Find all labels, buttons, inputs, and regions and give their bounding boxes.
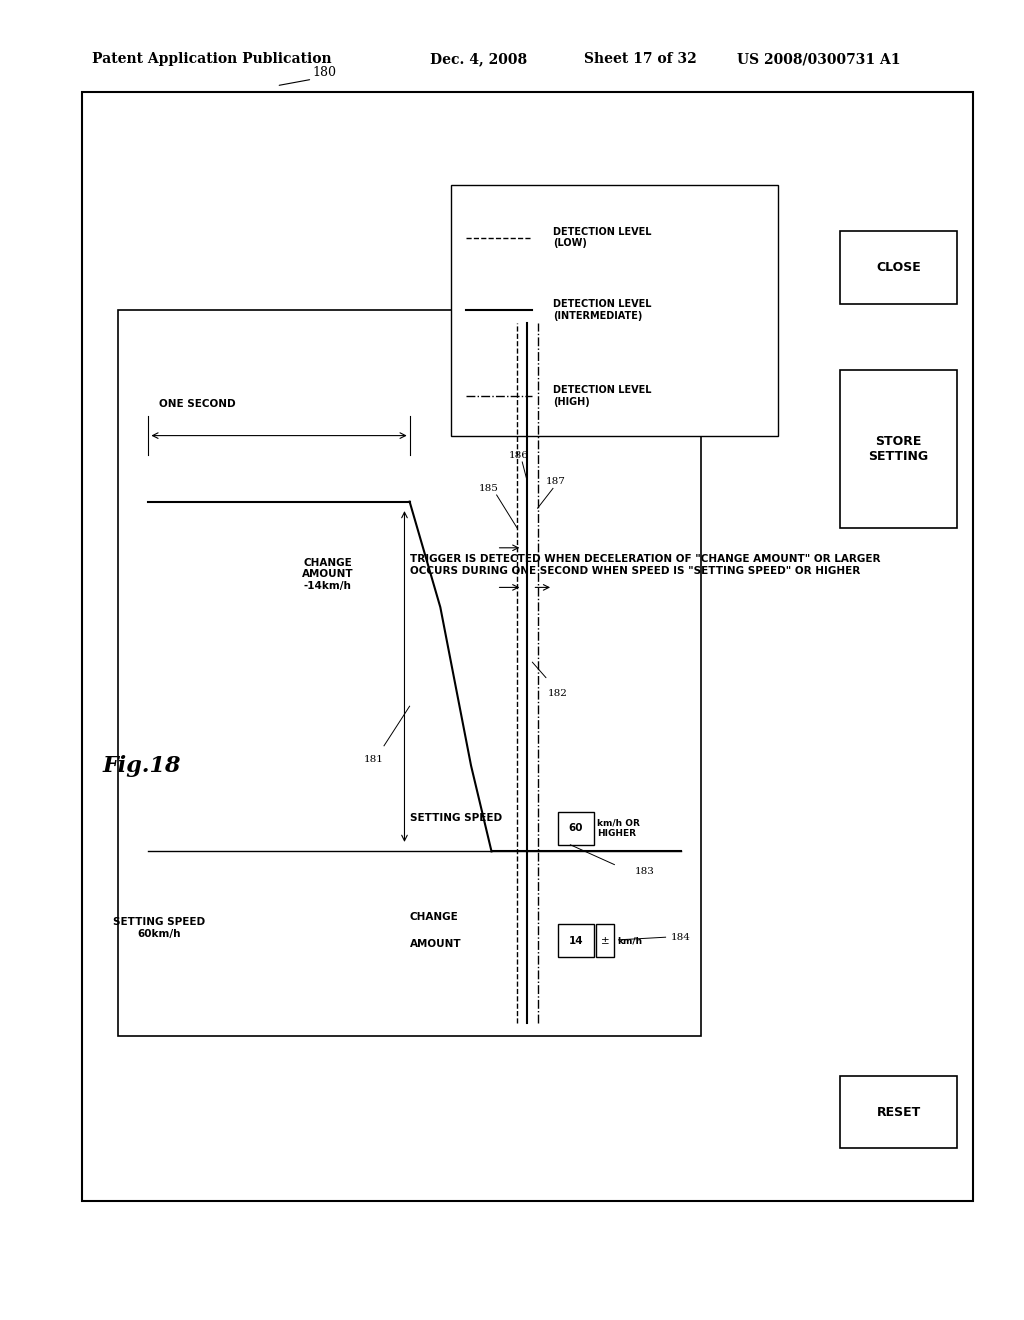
Text: TRIGGER IS DETECTED WHEN DECELERATION OF "CHANGE AMOUNT" OR LARGER
OCCURS DURING: TRIGGER IS DETECTED WHEN DECELERATION OF… <box>410 554 880 576</box>
Text: 187: 187 <box>546 478 565 486</box>
Text: DETECTION LEVEL
(INTERMEDIATE): DETECTION LEVEL (INTERMEDIATE) <box>553 300 651 321</box>
Text: Sheet 17 of 32: Sheet 17 of 32 <box>584 53 696 66</box>
Bar <box>558 812 594 845</box>
Text: SETTING SPEED: SETTING SPEED <box>410 813 502 824</box>
Text: 184: 184 <box>671 933 690 941</box>
Text: AMOUNT: AMOUNT <box>410 939 461 949</box>
Text: Fig.18: Fig.18 <box>102 755 181 776</box>
Bar <box>82 92 973 1201</box>
Text: SETTING SPEED
60km/h: SETTING SPEED 60km/h <box>113 917 205 939</box>
Text: Patent Application Publication: Patent Application Publication <box>92 53 332 66</box>
Text: CHANGE: CHANGE <box>410 912 459 923</box>
Text: 185: 185 <box>479 484 499 492</box>
Text: 180: 180 <box>312 66 336 79</box>
Bar <box>840 231 957 304</box>
Text: 14: 14 <box>568 936 584 945</box>
Text: STORE
SETTING: STORE SETTING <box>868 434 929 463</box>
Text: DETECTION LEVEL
(LOW): DETECTION LEVEL (LOW) <box>553 227 651 248</box>
Text: Dec. 4, 2008: Dec. 4, 2008 <box>430 53 527 66</box>
Text: km/h OR
HIGHER: km/h OR HIGHER <box>597 818 640 838</box>
Text: DETECTION LEVEL
(HIGH): DETECTION LEVEL (HIGH) <box>553 385 651 407</box>
Text: 182: 182 <box>548 689 567 697</box>
Text: US 2008/0300731 A1: US 2008/0300731 A1 <box>737 53 901 66</box>
Text: CLOSE: CLOSE <box>877 261 921 273</box>
Text: 181: 181 <box>364 755 383 763</box>
Text: km/h: km/h <box>617 936 643 945</box>
Text: RESET: RESET <box>877 1106 921 1118</box>
Bar <box>451 185 778 436</box>
Text: ±: ± <box>601 936 609 945</box>
Bar <box>118 310 701 1036</box>
Text: CHANGE
AMOUNT
-14km/h: CHANGE AMOUNT -14km/h <box>302 557 353 591</box>
Text: 60: 60 <box>568 824 584 833</box>
Bar <box>840 1076 957 1148</box>
Text: ONE SECOND: ONE SECOND <box>159 399 236 409</box>
Bar <box>558 924 594 957</box>
Bar <box>840 370 957 528</box>
Text: 186: 186 <box>509 451 528 459</box>
Text: 183: 183 <box>635 867 654 875</box>
Bar <box>596 924 614 957</box>
